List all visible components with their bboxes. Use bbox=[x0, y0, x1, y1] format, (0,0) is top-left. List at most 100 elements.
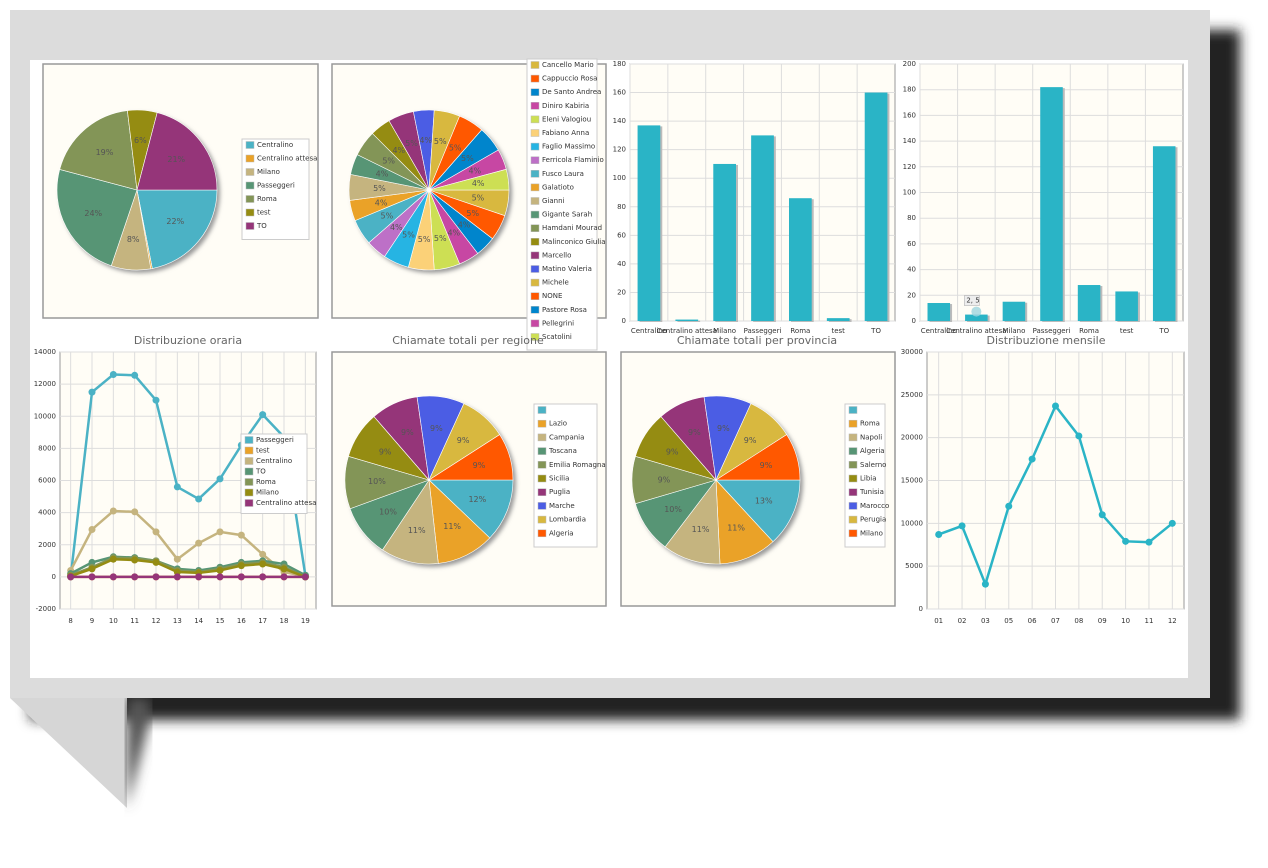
point bbox=[131, 573, 139, 581]
legend-label: Galatioto bbox=[542, 183, 574, 191]
point bbox=[88, 573, 96, 581]
slice-label: 4% bbox=[468, 167, 481, 176]
y-tick-label: 140 bbox=[613, 117, 626, 125]
y-tick-label: 8000 bbox=[38, 444, 56, 452]
legend-label: Eleni Valogiou bbox=[542, 115, 591, 123]
tooltip: 2, 5 bbox=[966, 297, 979, 305]
x-tick-label: 02 bbox=[958, 617, 967, 625]
x-tick-label: 05 bbox=[1004, 617, 1013, 625]
legend-swatch bbox=[530, 333, 540, 341]
slice-label: 9% bbox=[379, 447, 392, 456]
legend-swatch bbox=[244, 499, 254, 507]
chart-title: Chiamate totali per regione bbox=[392, 334, 544, 347]
bar bbox=[965, 314, 988, 321]
pie-slice bbox=[136, 189, 218, 269]
x-tick-label: Centralino bbox=[631, 327, 667, 335]
legend-swatch bbox=[245, 154, 255, 163]
slice-label: 4% bbox=[392, 146, 405, 155]
legend-label: Pastore Rosa bbox=[542, 306, 587, 314]
legend-label: Milano bbox=[256, 489, 279, 497]
legend-swatch bbox=[530, 61, 540, 69]
point bbox=[195, 539, 203, 547]
y-tick-label: 60 bbox=[907, 240, 916, 248]
y-tick-label: 6000 bbox=[38, 477, 56, 485]
point bbox=[259, 573, 267, 581]
bar bbox=[1040, 87, 1063, 321]
x-tick-label: 18 bbox=[280, 617, 289, 625]
slice-label: 10% bbox=[368, 477, 386, 486]
legend-swatch bbox=[245, 195, 255, 203]
y-tick-label: 0 bbox=[52, 573, 56, 581]
x-tick-label: Roma bbox=[1079, 327, 1099, 335]
bubble-tail bbox=[10, 698, 127, 808]
legend-swatch bbox=[530, 183, 540, 192]
legend-swatch bbox=[530, 224, 540, 232]
legend-label: De Santo Andrea bbox=[542, 88, 601, 96]
legend-swatch bbox=[848, 502, 858, 510]
x-tick-label: test bbox=[831, 327, 845, 335]
x-tick-label: 14 bbox=[194, 617, 203, 625]
legend-swatch bbox=[244, 488, 254, 497]
bar bbox=[751, 135, 774, 321]
bar bbox=[637, 125, 661, 322]
legend-swatch bbox=[530, 129, 540, 137]
slice-label: 11% bbox=[692, 525, 710, 534]
legend-swatch bbox=[530, 265, 540, 273]
legend-swatch bbox=[244, 436, 254, 444]
legend-swatch bbox=[537, 433, 547, 442]
slice-label: 4% bbox=[472, 179, 485, 188]
bar bbox=[789, 198, 812, 321]
legend-label: Malinconico Giulia bbox=[542, 238, 606, 246]
chart-title: Chiamate totali per provincia bbox=[677, 334, 837, 347]
slice-label: 5% bbox=[405, 139, 418, 148]
point bbox=[88, 565, 96, 573]
slice-label: 9% bbox=[473, 461, 486, 470]
slice-label: 9% bbox=[430, 424, 443, 433]
slice-label: 4% bbox=[447, 228, 460, 237]
legend-label: Emilia Romagna bbox=[549, 461, 606, 469]
line bbox=[70, 557, 306, 579]
legend-label: Milano bbox=[860, 529, 883, 537]
legend-label: Scatolini bbox=[542, 333, 572, 341]
point bbox=[958, 522, 966, 530]
y-tick-label: 160 bbox=[613, 89, 626, 97]
y-tick-label: 4000 bbox=[38, 509, 56, 517]
slice-label: 5% bbox=[381, 212, 394, 221]
legend-label: Puglia bbox=[549, 488, 570, 496]
slice-label: 9% bbox=[401, 428, 414, 437]
bar bbox=[713, 163, 736, 321]
x-tick-label: Centralino attesa bbox=[657, 327, 717, 335]
legend-swatch bbox=[537, 461, 547, 469]
x-tick-label: 10 bbox=[109, 617, 118, 625]
slice-label: 9% bbox=[744, 436, 757, 445]
point bbox=[67, 573, 75, 581]
y-tick-label: 12000 bbox=[34, 380, 56, 388]
tooltip-box bbox=[964, 295, 980, 306]
highlight bbox=[971, 306, 982, 317]
x-tick-label: Passeggeri bbox=[1033, 327, 1071, 335]
slice-label: 4% bbox=[390, 223, 403, 232]
legend-label: Gianni bbox=[542, 197, 565, 205]
slice-label: 5% bbox=[449, 143, 462, 152]
x-tick-label: 13 bbox=[173, 617, 182, 625]
legend-swatch bbox=[530, 102, 540, 110]
y-tick-label: 80 bbox=[907, 214, 916, 222]
point bbox=[1168, 519, 1176, 527]
legend-swatch bbox=[848, 447, 858, 455]
x-tick-label: 07 bbox=[1051, 617, 1060, 625]
y-tick-label: 10000 bbox=[34, 412, 56, 420]
point bbox=[216, 475, 224, 483]
legend-swatch bbox=[245, 208, 255, 217]
slice-label: 11% bbox=[727, 524, 745, 533]
y-tick-label: 0 bbox=[912, 317, 916, 325]
x-tick-label: TO bbox=[1158, 327, 1169, 335]
y-tick-label: 40 bbox=[617, 260, 626, 268]
legend-swatch bbox=[530, 170, 540, 178]
bar bbox=[927, 303, 951, 321]
point bbox=[1075, 432, 1083, 440]
y-tick-label: 60 bbox=[617, 231, 626, 239]
point bbox=[88, 525, 96, 533]
legend-label: TO bbox=[255, 468, 266, 476]
slice-label: 10% bbox=[379, 508, 397, 517]
